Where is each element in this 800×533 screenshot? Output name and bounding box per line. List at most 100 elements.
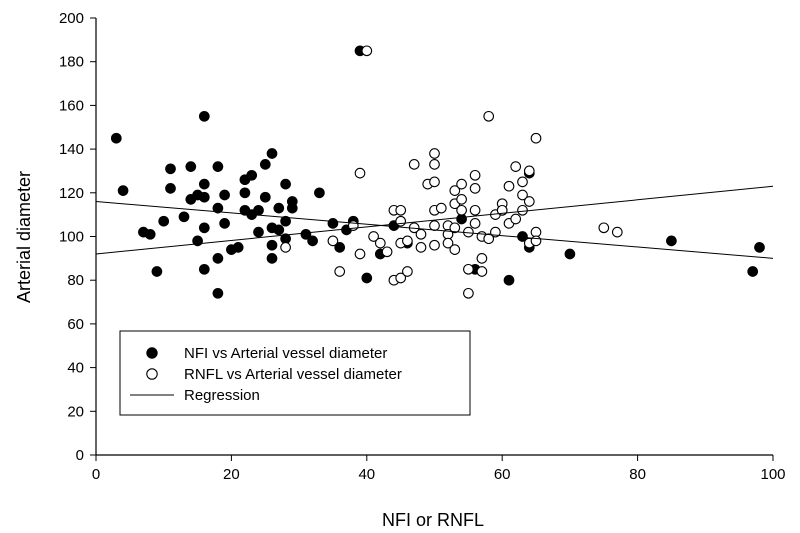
rnfl-point-68 [530,235,542,247]
nfi-point-18 [212,161,224,172]
nfi-point-34 [259,159,271,170]
y-tick-label-10: 200 [59,10,84,27]
nfi-point-1 [117,185,129,196]
rnfl-point-7 [368,231,379,242]
rnfl-point-17 [402,235,413,247]
nfi-point-66 [666,235,677,247]
nfi-point-50 [334,242,346,253]
nfi-point-42 [280,215,291,227]
rnfl-point-45 [469,204,481,216]
rnfl-point-12 [395,204,407,216]
nfi-point-0 [110,132,122,144]
rnfl-point-0 [280,242,291,253]
legend: NFI vs Arterial vessel diameter RNFL vs … [119,330,471,416]
rnfl-point-1 [327,235,339,247]
y-tick-label-0: 0 [76,447,84,464]
nfi-point-61 [503,274,515,286]
nfi-point-41 [280,178,291,190]
points-layer [110,45,765,299]
nfi-point-23 [219,189,230,201]
rnfl-point-69 [598,222,610,234]
x-tick-label-0: 0 [92,466,100,483]
y-tick-label-5: 100 [59,229,84,246]
nfi-point-21 [212,287,224,299]
nfi-point-7 [165,183,176,194]
y-tick-label-1: 20 [67,403,84,420]
nfi-point-65 [564,248,576,260]
rnfl-point-2 [334,266,346,277]
axes-layer: 0 20 40 60 80 100 0 20 40 60 80 100 120 140 160 180 200 [59,10,786,483]
rnfl-point-29 [435,202,447,214]
rnfl-point-48 [476,253,488,264]
legend-label-rnfl: RNFL vs Arterial vessel diameter [184,366,402,383]
nfi-point-16 [198,222,210,234]
rnfl-point-9 [381,246,393,258]
rnfl-point-4 [354,167,366,179]
rnfl-point-35 [449,222,461,234]
x-tick-label-1: 20 [223,466,240,483]
rnfl-point-41 [463,263,474,275]
rnfl-point-70 [611,226,623,238]
nfi-point-49 [327,218,339,229]
y-tick-label-9: 180 [59,54,84,71]
nfi-point-17 [198,263,210,275]
nfi-point-67 [747,266,759,277]
rnfl-point-67 [530,226,542,238]
rnfl-point-6 [361,45,373,57]
nfi-point-22 [219,218,230,229]
rnfl-point-46 [469,218,481,229]
rnfl-point-49 [476,266,488,277]
nfi-point-29 [246,169,258,181]
rnfl-point-58 [510,161,522,172]
y-tick-label-3: 60 [67,316,84,333]
x-axis-label: NFI or RNFL [382,510,484,530]
rnfl-point-39 [456,204,467,216]
nfi-point-13 [198,110,210,122]
nfi-point-5 [158,215,170,227]
rnfl-point-21 [415,228,427,240]
nfi-point-15 [198,191,210,203]
y-tick-label-2: 40 [67,360,84,377]
rnfl-point-56 [503,180,515,192]
rnfl-point-23 [429,148,440,159]
nfi-point-3 [144,228,156,240]
legend-box [119,330,471,416]
rnfl-point-63 [523,165,535,177]
rnfl-point-37 [456,178,467,190]
x-tick-label-4: 80 [629,466,646,483]
rnfl-point-18 [408,159,420,170]
nfi-point-37 [266,239,278,251]
nfi-point-27 [239,187,251,199]
regression-lines-layer [95,185,774,259]
y-tick-label-6: 120 [59,185,84,202]
legend-marker-filled [146,347,158,359]
rnfl-point-60 [517,176,528,188]
nfi-point-31 [253,204,264,216]
y-tick-label-8: 160 [59,97,84,114]
y-axis-label: Arterial diameter [14,171,34,303]
rnfl-point-15 [395,215,407,227]
rnfl-point-50 [483,110,495,122]
rnfl-point-38 [456,194,467,205]
nfi-point-46 [300,228,312,240]
rnfl-point-8 [374,237,386,249]
nfi-point-4 [151,266,163,277]
rnfl-point-32 [442,237,454,249]
rnfl-point-36 [449,244,461,255]
nfi-point-47 [307,235,318,247]
nfi-point-35 [266,148,278,159]
nfi-point-54 [361,272,373,284]
nfi-point-40 [273,224,285,236]
rnfl-point-42 [463,287,474,299]
nfi-point-20 [212,253,224,264]
rnfl-point-59 [510,213,522,225]
rnfl-point-62 [517,204,528,216]
rnfl-point-51 [483,233,495,245]
rnfl-point-24 [429,159,440,170]
regression-line-1 [95,201,774,259]
legend-label-nfi: NFI vs Arterial vessel diameter [184,345,387,362]
regression-line-0 [95,185,774,255]
nfi-point-45 [286,202,298,214]
rnfl-point-61 [517,189,528,201]
rnfl-point-44 [469,183,481,194]
